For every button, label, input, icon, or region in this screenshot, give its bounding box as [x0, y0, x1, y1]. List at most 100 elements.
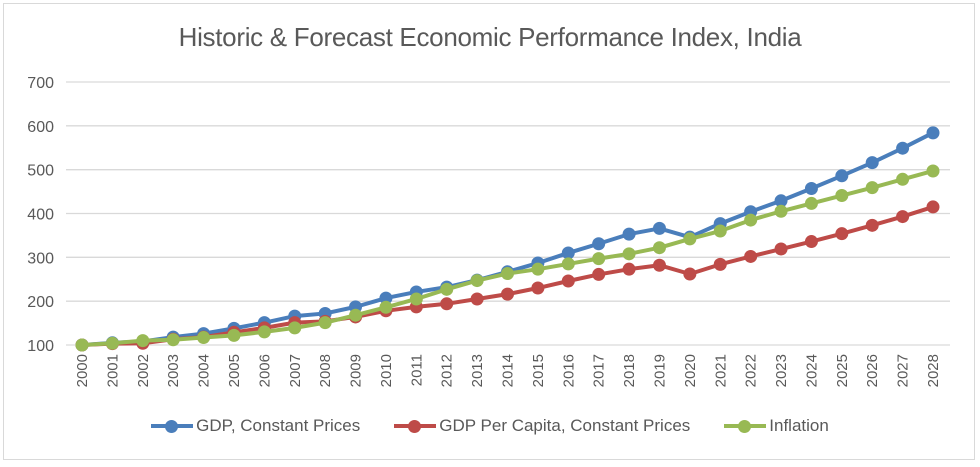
y-tick-label: 600 [27, 119, 54, 136]
x-tick-label: 2027 [895, 354, 912, 387]
data-point [257, 325, 271, 339]
x-tick-label: 2016 [560, 354, 577, 387]
y-tick-label: 700 [27, 75, 54, 92]
data-point [744, 249, 758, 263]
x-tick-label: 2014 [500, 354, 517, 387]
data-point [865, 181, 879, 195]
data-point [804, 235, 818, 249]
data-point [409, 292, 423, 306]
legend-marker-icon [724, 419, 767, 433]
x-tick-label: 2003 [165, 354, 182, 387]
data-point [622, 262, 636, 276]
data-point [804, 196, 818, 210]
data-point [440, 297, 454, 311]
chart-title: Historic & Forecast Economic Performance… [178, 22, 802, 52]
data-point [379, 300, 393, 314]
data-point [227, 328, 241, 342]
y-tick-label: 100 [27, 338, 54, 355]
data-point [926, 126, 940, 140]
data-point [501, 287, 514, 301]
y-tick-label: 300 [27, 250, 54, 267]
data-point [652, 221, 666, 235]
data-point [744, 213, 758, 227]
data-point [926, 200, 940, 214]
data-point [835, 189, 849, 203]
data-point [592, 237, 606, 251]
y-tick-label: 400 [27, 207, 54, 224]
legend: GDP, Constant Prices GDP Per Capita, Con… [0, 416, 980, 436]
data-point [835, 227, 849, 241]
data-point [713, 257, 727, 271]
data-point [774, 242, 788, 256]
data-point [470, 274, 484, 288]
data-point [804, 182, 818, 196]
legend-item-gdp-per-capita[interactable]: GDP Per Capita, Constant Prices [394, 416, 690, 436]
x-tick-label: 2017 [591, 354, 608, 387]
legend-label: GDP Per Capita, Constant Prices [439, 416, 691, 435]
data-point [288, 321, 302, 335]
y-axis-ticks: 100 200 300 400 500 600 700 [27, 75, 54, 355]
data-point [470, 292, 484, 306]
x-tick-label: 2010 [378, 354, 395, 387]
x-tick-label: 2018 [621, 354, 638, 387]
x-tick-label: 2004 [196, 354, 213, 387]
x-tick-label: 2000 [74, 354, 91, 387]
legend-label: Inflation [769, 416, 829, 435]
y-tick-label: 200 [27, 294, 54, 311]
data-point [501, 267, 514, 281]
data-point [835, 169, 849, 183]
x-tick-label: 2009 [348, 354, 365, 387]
chart-frame [3, 3, 975, 460]
x-tick-label: 2021 [712, 354, 729, 387]
x-tick-label: 2015 [530, 354, 547, 387]
x-tick-label: 2012 [439, 354, 456, 387]
legend-label: GDP, Constant Prices [196, 416, 361, 435]
data-point [865, 156, 879, 170]
x-tick-label: 2022 [743, 354, 760, 387]
y-tick-label: 500 [27, 163, 54, 180]
data-point [136, 334, 150, 348]
legend-item-inflation[interactable]: Inflation [724, 416, 829, 436]
data-point [197, 331, 211, 345]
x-tick-label: 2005 [226, 354, 243, 387]
data-point [896, 141, 910, 155]
x-tick-label: 2024 [803, 354, 820, 387]
data-point [683, 232, 697, 246]
data-point [683, 267, 697, 281]
data-point [865, 218, 879, 232]
x-tick-label: 2019 [651, 354, 668, 387]
data-point [926, 164, 940, 178]
x-tick-label: 2023 [773, 354, 790, 387]
data-point [592, 252, 606, 266]
legend-marker-icon [151, 419, 194, 433]
x-tick-label: 2028 [925, 354, 942, 387]
x-tick-label: 2007 [287, 354, 304, 387]
data-point [896, 172, 910, 186]
x-tick-label: 2013 [469, 354, 486, 387]
x-tick-label: 2008 [317, 354, 334, 387]
data-point [622, 227, 636, 241]
data-point [105, 336, 119, 350]
x-tick-label: 2002 [135, 354, 152, 387]
data-point [713, 224, 727, 238]
data-point [379, 291, 393, 305]
x-tick-label: 2020 [682, 354, 699, 387]
series-line [81, 169, 934, 347]
gridlines [66, 81, 950, 346]
data-point [531, 262, 545, 276]
legend-item-gdp[interactable]: GDP, Constant Prices [151, 416, 360, 436]
data-point [774, 194, 788, 208]
x-tick-label: 2011 [408, 354, 425, 386]
x-tick-label: 2025 [834, 354, 851, 387]
data-point [561, 246, 575, 260]
data-point [561, 274, 575, 288]
series-group [75, 126, 940, 352]
data-point [531, 281, 545, 295]
x-tick-label: 2001 [104, 354, 121, 387]
series-2 [75, 164, 940, 352]
data-point [622, 247, 636, 261]
data-point [75, 338, 89, 352]
data-point [166, 333, 180, 347]
data-point [440, 282, 454, 296]
